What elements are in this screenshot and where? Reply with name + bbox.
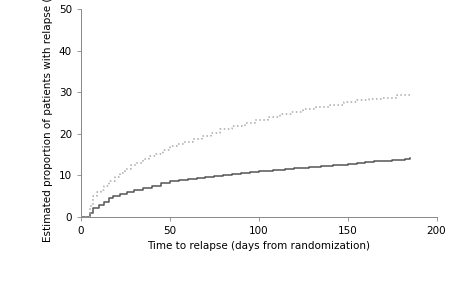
X-axis label: Time to relapse (days from randomization): Time to relapse (days from randomization…: [147, 241, 370, 251]
Legend: Desvenlafaxine 50 mg, Placebo: Desvenlafaxine 50 mg, Placebo: [124, 300, 393, 301]
Y-axis label: Estimated proportion of patients with relapse (%): Estimated proportion of patients with re…: [43, 0, 53, 242]
